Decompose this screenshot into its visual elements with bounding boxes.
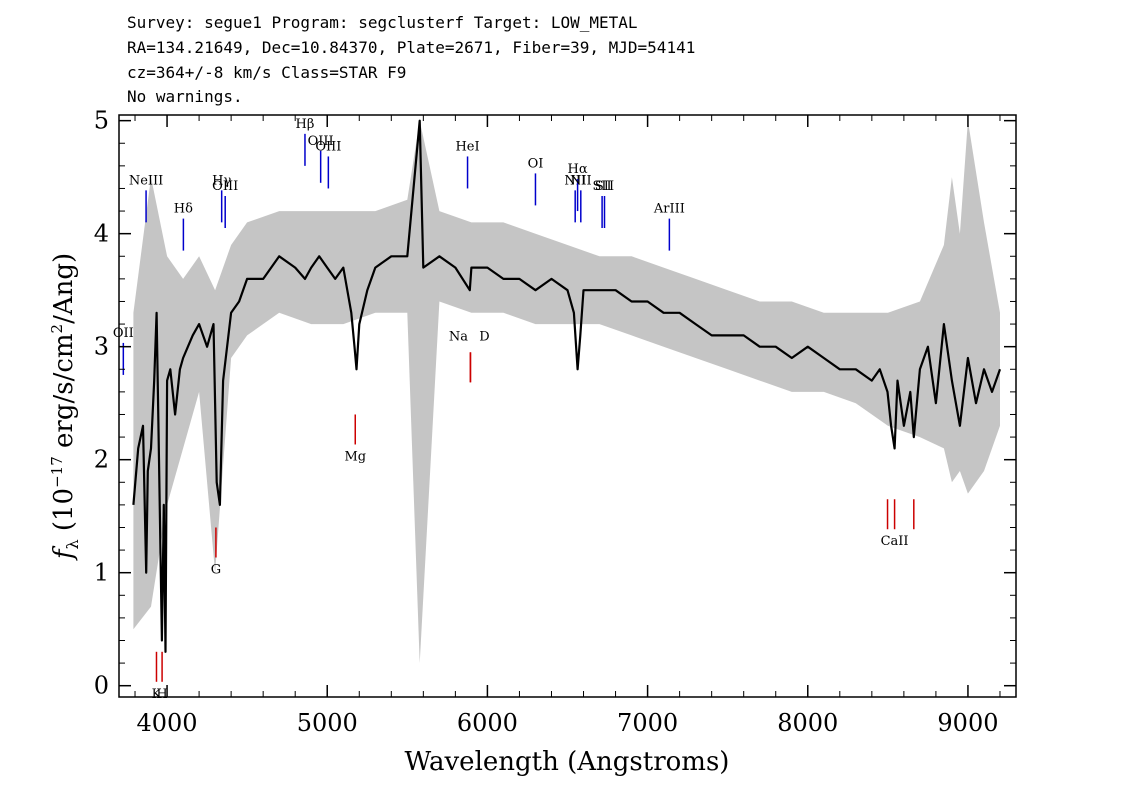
emission-line-label: OIII	[308, 134, 334, 149]
emission-line-label: OII	[113, 326, 134, 341]
header-line-3: cz=364+/-8 km/s Class=STAR F9	[127, 63, 406, 82]
emission-line-label: ArIII	[653, 202, 685, 217]
emission-line-label: SII	[593, 179, 612, 194]
error-band-layer	[133, 120, 1000, 664]
absorption-line-label: CaII	[881, 534, 909, 549]
header-line-2: RA=134.21649, Dec=10.84370, Plate=2671, …	[127, 38, 695, 57]
absorption-line-label: G	[211, 562, 221, 577]
x-tick-label: 9000	[937, 709, 998, 737]
header-line-4: No warnings.	[127, 87, 243, 106]
x-tick-label: 8000	[777, 709, 838, 737]
header-line-1: Survey: segue1 Program: segclusterf Targ…	[127, 13, 638, 32]
absorption-line-label: H	[156, 687, 167, 702]
flux-layer	[132, 119, 1002, 653]
flux-line	[132, 119, 1002, 653]
absorption-line-label: Mg	[344, 449, 366, 464]
y-tick-label: 4	[94, 220, 109, 248]
x-tick-label: 5000	[297, 709, 358, 737]
x-tick-label: 4000	[137, 709, 198, 737]
emission-line-label: Hδ	[174, 202, 193, 217]
y-tick-label: 5	[94, 107, 109, 135]
emission-line-label: Hα	[568, 162, 588, 177]
emission-line-label: NeIII	[129, 173, 163, 188]
emission-line-label: Hγ	[212, 173, 231, 188]
plot-frame	[118, 114, 1017, 698]
y-axis-label: fλ (10−17 erg/s/cm2/Ang)	[48, 253, 82, 561]
error-band	[133, 120, 1000, 664]
emission-line-label: NII	[570, 173, 592, 188]
y-tick-label: 1	[94, 559, 109, 587]
y-tick-label: 2	[94, 446, 109, 474]
emission-line-label: SII	[595, 179, 614, 194]
axes-layer: 4000 5000 6000 7000 8000 9000 0 1 2 3 4 5	[94, 107, 1016, 737]
absorption-line-label: Na	[449, 329, 468, 344]
x-tick-label: 6000	[457, 709, 518, 737]
emission-line-label: NII	[564, 173, 586, 188]
x-axis-label: Wavelength (Angstroms)	[405, 747, 730, 777]
y-tick-label: 0	[94, 672, 109, 700]
emission-line-label: OI	[528, 156, 544, 171]
x-tick-label: 7000	[617, 709, 678, 737]
absorption-line-label: D	[479, 329, 489, 344]
emission-line-label: OIII	[315, 139, 341, 154]
emission-line-label: Hβ	[296, 117, 315, 132]
y-tick-label: 3	[94, 333, 109, 361]
absorption-line-label: K	[152, 687, 162, 702]
emission-line-label: OIII	[212, 179, 238, 194]
emission-line-label: HeI	[455, 139, 479, 154]
chart-header: Survey: segue1 Program: segclusterf Targ…	[127, 13, 695, 106]
